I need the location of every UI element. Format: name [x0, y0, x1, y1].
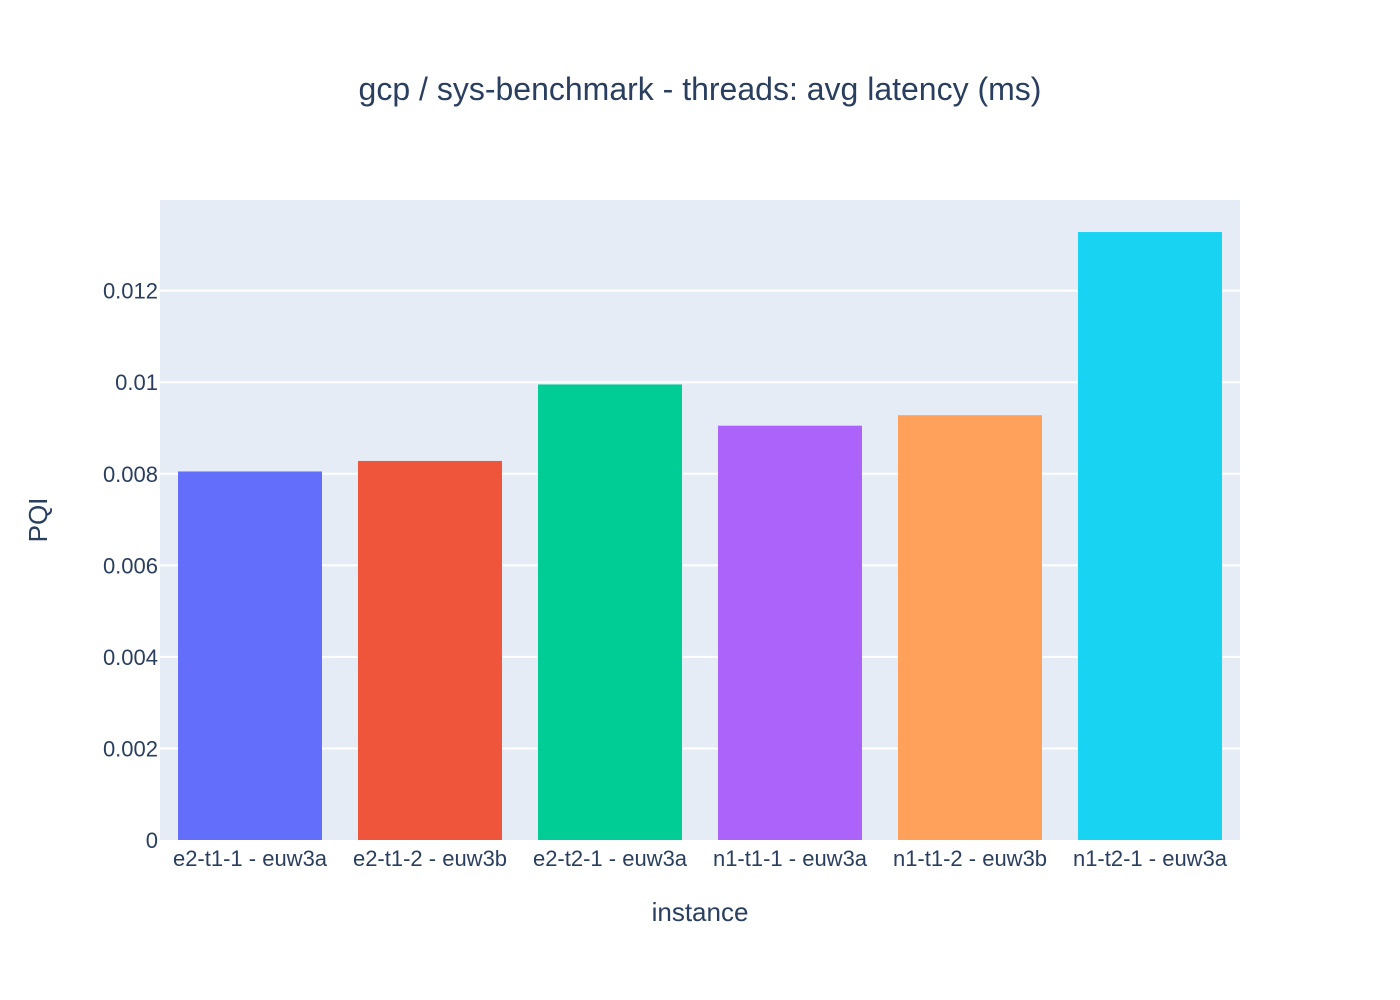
gridlines	[160, 289, 1240, 750]
bar	[538, 384, 682, 840]
x-axis-title: instance	[652, 897, 749, 927]
bar	[178, 471, 322, 840]
y-tick-label: 0.006	[103, 553, 158, 578]
x-tick-label: n1-t1-2 - euw3b	[893, 846, 1047, 871]
y-tick-label: 0.01	[115, 370, 158, 395]
x-axis-ticks: e2-t1-1 - euw3a e2-t1-2 - euw3b e2-t2-1 - …	[173, 846, 1228, 871]
y-axis-ticks: 0 0.002 0.004 0.006 0.008 0.01 0.012	[103, 279, 158, 853]
x-tick-label: e2-t1-2 - euw3b	[353, 846, 507, 871]
y-axis-title: PQI	[23, 498, 53, 543]
bar	[1078, 232, 1222, 840]
y-tick-label: 0.004	[103, 645, 158, 670]
bar	[358, 460, 502, 840]
y-tick-label: 0.008	[103, 462, 158, 487]
y-tick-label: 0	[146, 828, 158, 853]
x-tick-label: n1-t2-1 - euw3a	[1073, 846, 1228, 871]
bar	[898, 415, 1042, 840]
y-tick-label: 0.002	[103, 736, 158, 761]
bars	[178, 232, 1222, 840]
x-tick-label: e2-t2-1 - euw3a	[533, 846, 688, 871]
plot-area	[160, 200, 1240, 840]
x-tick-label: e2-t1-1 - euw3a	[173, 846, 328, 871]
bar	[718, 425, 862, 840]
chart-title: gcp / sys-benchmark - threads: avg laten…	[359, 71, 1042, 107]
y-tick-label: 0.012	[103, 279, 158, 304]
x-tick-label: n1-t1-1 - euw3a	[713, 846, 868, 871]
